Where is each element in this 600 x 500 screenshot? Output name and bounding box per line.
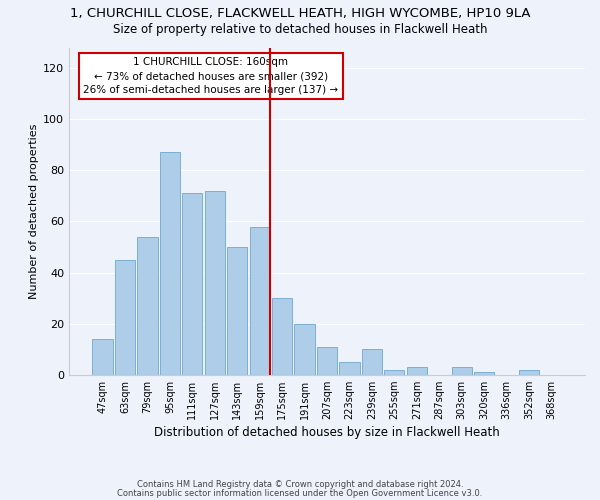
X-axis label: Distribution of detached houses by size in Flackwell Heath: Distribution of detached houses by size …: [154, 426, 500, 440]
Text: Contains HM Land Registry data © Crown copyright and database right 2024.: Contains HM Land Registry data © Crown c…: [137, 480, 463, 489]
Text: 1, CHURCHILL CLOSE, FLACKWELL HEATH, HIGH WYCOMBE, HP10 9LA: 1, CHURCHILL CLOSE, FLACKWELL HEATH, HIG…: [70, 8, 530, 20]
Text: Size of property relative to detached houses in Flackwell Heath: Size of property relative to detached ho…: [113, 22, 487, 36]
Bar: [272, 298, 292, 375]
Bar: [115, 260, 135, 375]
Bar: [137, 237, 158, 375]
Text: Contains public sector information licensed under the Open Government Licence v3: Contains public sector information licen…: [118, 488, 482, 498]
Bar: [407, 368, 427, 375]
Bar: [384, 370, 404, 375]
Y-axis label: Number of detached properties: Number of detached properties: [29, 124, 39, 299]
Bar: [519, 370, 539, 375]
Bar: [362, 350, 382, 375]
Bar: [295, 324, 314, 375]
Bar: [92, 339, 113, 375]
Bar: [340, 362, 359, 375]
Bar: [250, 226, 270, 375]
Bar: [160, 152, 180, 375]
Bar: [205, 191, 225, 375]
Bar: [452, 368, 472, 375]
Text: 1 CHURCHILL CLOSE: 160sqm
← 73% of detached houses are smaller (392)
26% of semi: 1 CHURCHILL CLOSE: 160sqm ← 73% of detac…: [83, 58, 338, 96]
Bar: [474, 372, 494, 375]
Bar: [182, 194, 202, 375]
Bar: [317, 347, 337, 375]
Bar: [227, 247, 247, 375]
